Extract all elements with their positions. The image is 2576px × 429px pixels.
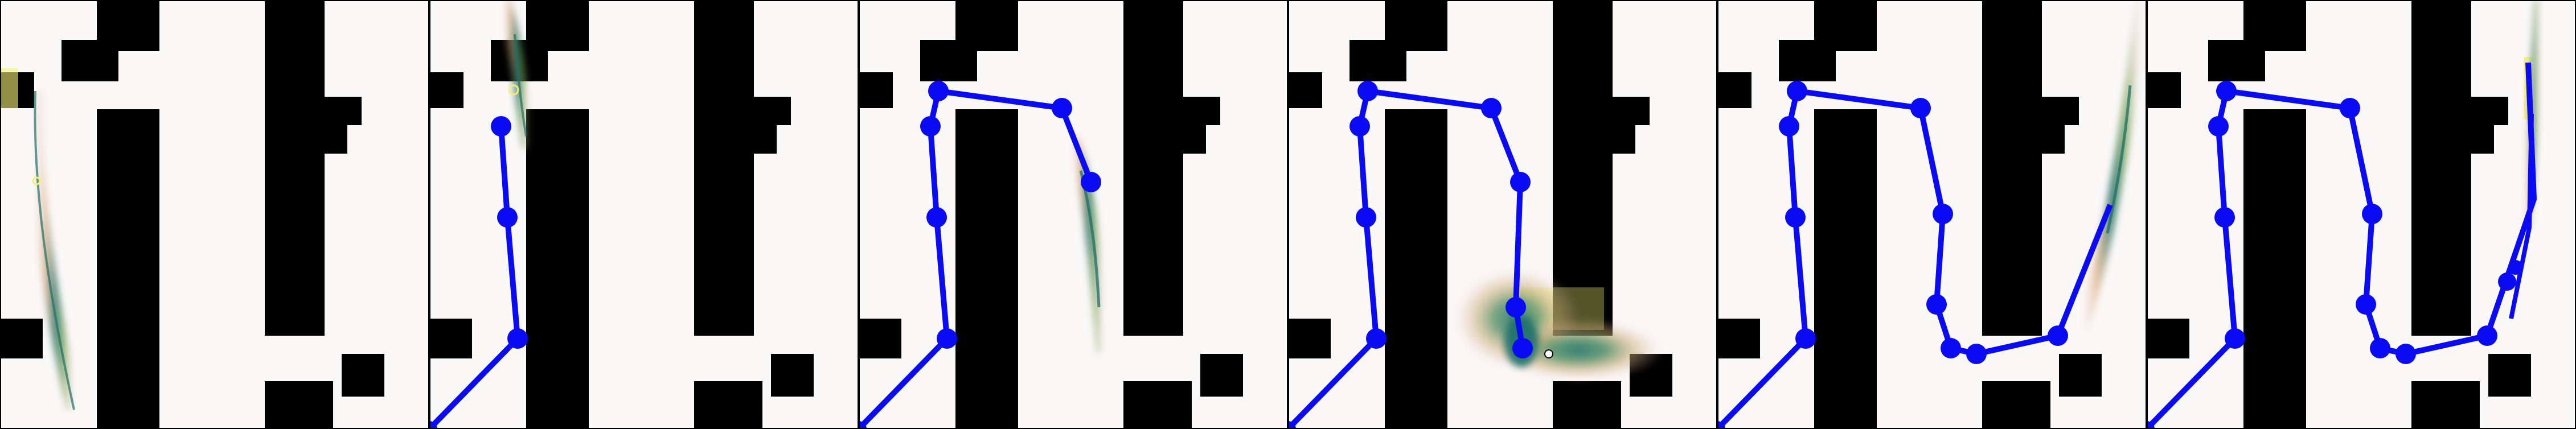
panel-6 bbox=[2147, 0, 2576, 429]
path-waypoint bbox=[2048, 325, 2068, 346]
path-waypoint bbox=[1941, 338, 1961, 358]
path-waypoint bbox=[507, 328, 528, 349]
path-waypoint bbox=[2395, 344, 2416, 364]
path-waypoint bbox=[2508, 260, 2523, 275]
path-waypoint bbox=[1081, 172, 1101, 192]
path-waypoint bbox=[2356, 294, 2376, 315]
panel-frame bbox=[429, 0, 859, 429]
path-waypoint bbox=[1510, 172, 1531, 192]
path-waypoint bbox=[1926, 294, 1947, 315]
path-waypoint bbox=[859, 421, 867, 429]
path-waypoint bbox=[1966, 344, 1987, 364]
path-waypoint bbox=[2216, 81, 2237, 101]
path-waypoint bbox=[2498, 273, 2516, 291]
path-waypoint bbox=[429, 421, 437, 429]
sample-marker bbox=[508, 84, 519, 96]
path-waypoint bbox=[2477, 325, 2497, 346]
path-waypoint bbox=[1910, 98, 1931, 118]
path-waypoint bbox=[1717, 421, 1725, 429]
path-waypoint bbox=[1357, 81, 1378, 101]
planned-path-branch bbox=[2509, 113, 2534, 319]
path-waypoint bbox=[1481, 98, 1502, 118]
path-waypoint bbox=[928, 81, 949, 101]
panel-frame bbox=[859, 0, 1288, 429]
panel-frame bbox=[1717, 0, 2147, 429]
path-waypoint bbox=[920, 116, 941, 137]
path-waypoint bbox=[1779, 116, 1799, 137]
panel-2 bbox=[429, 0, 859, 429]
panel-frame bbox=[2147, 0, 2576, 429]
path-waypoint bbox=[1356, 207, 1376, 228]
path-waypoint bbox=[491, 116, 511, 137]
path-waypoint bbox=[1506, 297, 1526, 317]
sample-marker bbox=[32, 176, 41, 185]
path-waypoint bbox=[2214, 207, 2235, 228]
path-waypoint bbox=[2225, 328, 2245, 349]
path-waypoint bbox=[2370, 338, 2390, 358]
path-waypoint bbox=[1366, 328, 1387, 349]
path-waypoint bbox=[1512, 338, 1533, 358]
path-waypoint bbox=[497, 207, 518, 228]
planned-path bbox=[1717, 88, 2113, 429]
path-waypoint bbox=[2208, 116, 2229, 137]
panel-3 bbox=[859, 0, 1288, 429]
panel-1 bbox=[0, 0, 429, 429]
panel-frame bbox=[0, 0, 429, 429]
path-waypoint bbox=[1933, 204, 1953, 224]
path-waypoint bbox=[1787, 81, 1807, 101]
path-waypoint bbox=[937, 328, 957, 349]
probability-heatmap bbox=[2520, 0, 2545, 228]
path-waypoint bbox=[1349, 116, 1370, 137]
path-waypoint bbox=[1288, 421, 1296, 429]
target-region bbox=[0, 68, 18, 108]
panel-5 bbox=[1717, 0, 2147, 429]
path-waypoint bbox=[1052, 98, 1072, 118]
path-waypoint bbox=[926, 207, 947, 228]
path-waypoint bbox=[2340, 98, 2360, 118]
panel-4 bbox=[1288, 0, 1717, 429]
path-waypoint bbox=[2362, 204, 2382, 224]
planned-path bbox=[429, 126, 520, 429]
path-waypoint bbox=[1785, 207, 1806, 228]
sample-marker bbox=[1544, 349, 1553, 358]
path-waypoint bbox=[2147, 421, 2155, 429]
path-waypoint bbox=[1795, 328, 1816, 349]
panel-frame bbox=[1288, 0, 1717, 429]
